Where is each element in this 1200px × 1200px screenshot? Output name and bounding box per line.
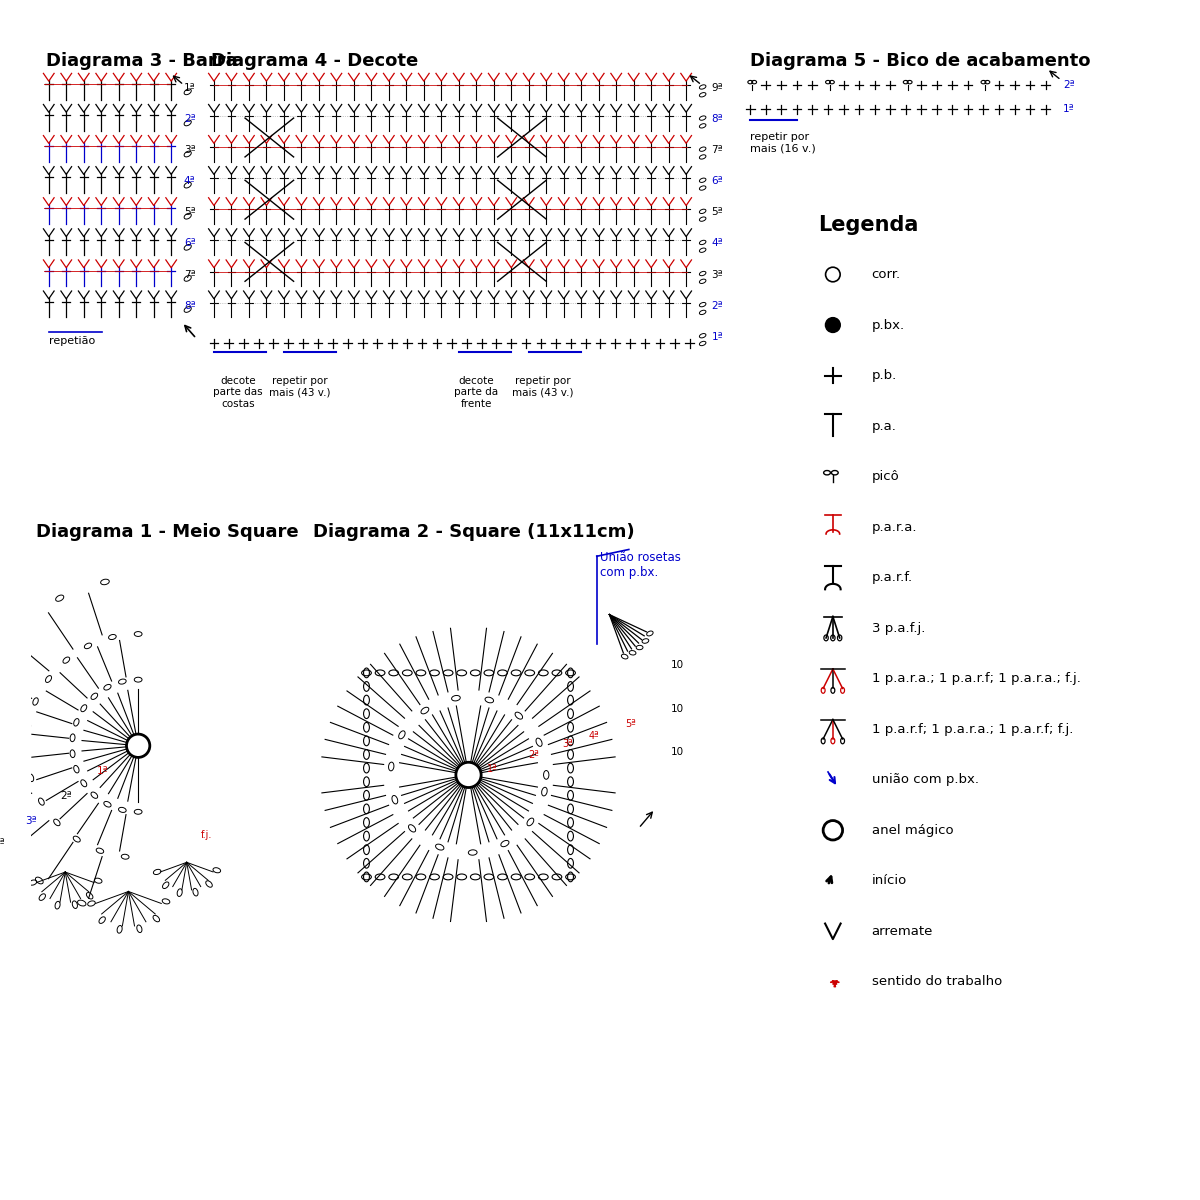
Text: p.a.r.a.: p.a.r.a. <box>871 521 917 534</box>
Text: p.a.: p.a. <box>871 420 896 432</box>
Text: 1ª: 1ª <box>487 764 498 774</box>
Text: união com p.bx.: união com p.bx. <box>871 773 979 786</box>
Text: Diagrama 4 - Decote: Diagrama 4 - Decote <box>211 53 419 71</box>
Text: 8ª: 8ª <box>184 300 196 311</box>
Text: início: início <box>871 875 907 887</box>
Text: 1ª: 1ª <box>712 331 724 342</box>
Text: p.bx.: p.bx. <box>871 318 905 331</box>
Text: 2ª: 2ª <box>528 750 539 761</box>
Text: 3ª: 3ª <box>25 816 36 826</box>
Text: 7ª: 7ª <box>184 270 196 280</box>
Text: decote
parte da
frente: decote parte da frente <box>455 376 498 409</box>
Text: 1ª: 1ª <box>96 766 108 776</box>
Text: Diagrama 5 - Bico de acabamento: Diagrama 5 - Bico de acabamento <box>750 53 1091 71</box>
Text: sentido do trabalho: sentido do trabalho <box>871 976 1002 989</box>
Text: Diagrama 2 - Square (11x11cm): Diagrama 2 - Square (11x11cm) <box>313 523 635 541</box>
Text: 1ª: 1ª <box>184 83 196 92</box>
Text: picô: picô <box>871 470 900 484</box>
Text: anel mágico: anel mágico <box>871 823 953 836</box>
Text: arremate: arremate <box>871 925 934 938</box>
Text: 3ª: 3ª <box>563 739 574 749</box>
Text: corr.: corr. <box>871 268 901 281</box>
Text: repetir por
mais (43 v.): repetir por mais (43 v.) <box>511 376 574 397</box>
Circle shape <box>826 318 840 332</box>
Text: 1ª: 1ª <box>1063 104 1075 114</box>
Text: 4ª: 4ª <box>712 239 724 248</box>
Text: 5ª: 5ª <box>712 208 724 217</box>
Text: 3 p.a.f.j.: 3 p.a.f.j. <box>871 622 925 635</box>
Text: 8ª: 8ª <box>712 114 724 124</box>
Text: 7ª: 7ª <box>712 145 724 155</box>
Text: repetir por
mais (16 v.): repetir por mais (16 v.) <box>750 132 816 154</box>
Text: 1 p.a.r.f; 1 p.a.r.a.; 1 p.a.r.f; f.j.: 1 p.a.r.f; 1 p.a.r.a.; 1 p.a.r.f; f.j. <box>871 722 1073 736</box>
Text: 4ª: 4ª <box>0 839 5 848</box>
Text: 2ª: 2ª <box>61 791 72 800</box>
Text: p.a.r.f.: p.a.r.f. <box>871 571 913 584</box>
Text: decote
parte das
costas: decote parte das costas <box>214 376 263 409</box>
Text: 3ª: 3ª <box>184 145 196 155</box>
Text: 5ª: 5ª <box>625 719 636 728</box>
Text: 4ª: 4ª <box>589 731 599 740</box>
Text: 4ª: 4ª <box>184 176 196 186</box>
Text: 5ª: 5ª <box>184 208 196 217</box>
Text: 10: 10 <box>671 703 684 714</box>
Text: Diagrama 3 - Barra: Diagrama 3 - Barra <box>46 53 238 71</box>
Text: repetir por
mais (43 v.): repetir por mais (43 v.) <box>269 376 330 397</box>
Text: 2ª: 2ª <box>712 300 724 311</box>
Text: 10: 10 <box>671 660 684 670</box>
Text: 9ª: 9ª <box>712 83 724 92</box>
Text: repetião: repetião <box>49 336 95 347</box>
Text: Legenda: Legenda <box>818 215 919 235</box>
Text: 10: 10 <box>671 748 684 757</box>
Text: 2ª: 2ª <box>1063 80 1075 90</box>
Text: f.j.: f.j. <box>202 830 212 840</box>
Text: Diagrama 1 - Meio Square: Diagrama 1 - Meio Square <box>36 523 299 541</box>
Text: p.b.: p.b. <box>871 370 896 382</box>
Text: 1 p.a.r.a.; 1 p.a.r.f; 1 p.a.r.a.; f.j.: 1 p.a.r.a.; 1 p.a.r.f; 1 p.a.r.a.; f.j. <box>871 672 1081 685</box>
Text: União rosetas
com p.bx.: União rosetas com p.bx. <box>600 552 680 580</box>
Text: 2ª: 2ª <box>184 114 196 124</box>
Text: 6ª: 6ª <box>184 239 196 248</box>
Text: 6ª: 6ª <box>712 176 724 186</box>
Text: 3ª: 3ª <box>712 270 724 280</box>
